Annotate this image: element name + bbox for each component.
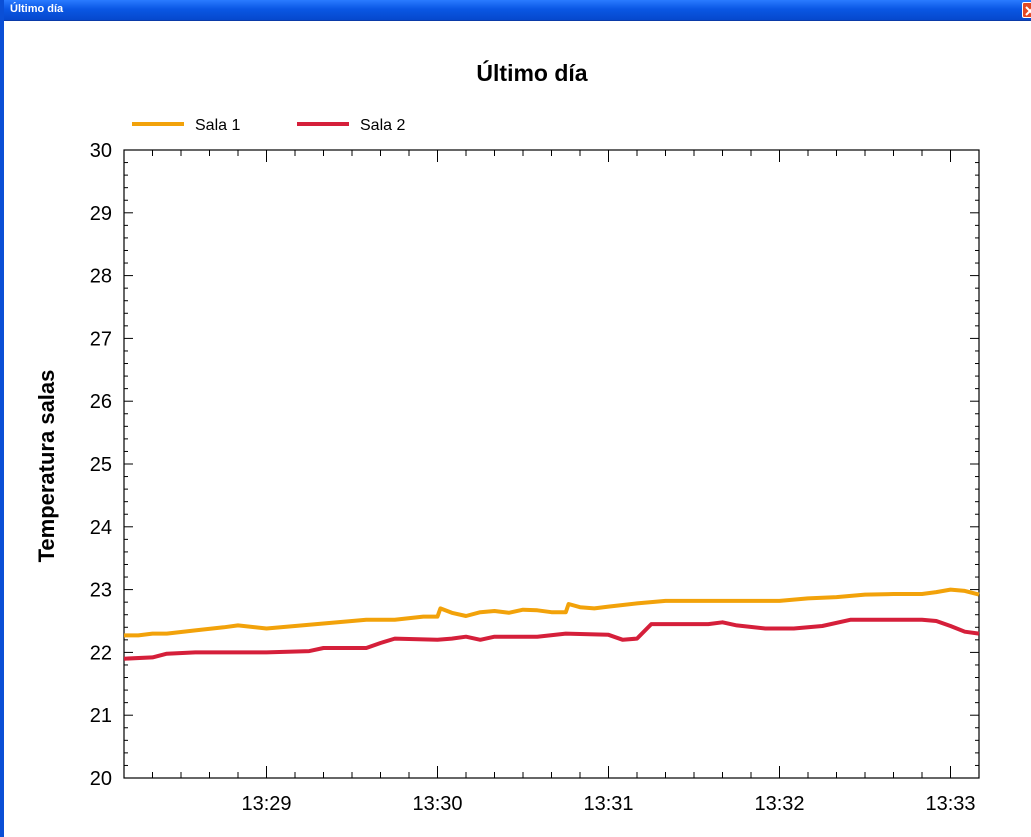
x-tick-label: 13:31 xyxy=(583,793,633,815)
y-tick-label: 21 xyxy=(90,705,112,727)
y-tick-label: 20 xyxy=(90,768,112,790)
legend-label: Sala 1 xyxy=(195,117,240,134)
y-tick-label: 24 xyxy=(90,517,112,539)
x-tick-label: 13:29 xyxy=(241,793,291,815)
chart-title: Último día xyxy=(476,59,587,86)
plot-frame xyxy=(123,149,980,779)
y-tick-label: 29 xyxy=(90,203,112,225)
y-tick-label: 23 xyxy=(90,580,112,602)
x-tick-label: 13:33 xyxy=(925,793,975,815)
y-axis: 20 21 22 23 24 25 26 27 28 29 30 xyxy=(90,140,979,790)
x-tick-label: 13:32 xyxy=(754,793,804,815)
y-tick-label: 22 xyxy=(90,642,112,664)
temperature-chart: Último día Sala 1 Sala 2 Temperatura sala… xyxy=(34,59,980,815)
y-tick-label: 30 xyxy=(90,140,112,162)
x-tick-label: 13:30 xyxy=(412,793,462,815)
legend-label: Sala 2 xyxy=(360,117,405,134)
close-icon xyxy=(1025,6,1031,16)
y-tick-label: 26 xyxy=(90,391,112,413)
window-titlebar[interactable]: Último día xyxy=(4,0,1031,21)
series-line-1 xyxy=(124,587,980,638)
series-lines xyxy=(123,587,980,661)
x-axis: 13:29 13:30 13:31 13:32 13:33 xyxy=(123,150,980,815)
plot-area xyxy=(123,149,980,779)
chart-legend: Sala 1 Sala 2 xyxy=(132,117,405,134)
close-button[interactable] xyxy=(1022,2,1031,18)
y-tick-label: 25 xyxy=(90,454,112,476)
y-axis-title: Temperatura salas xyxy=(34,370,59,563)
window-title: Último día xyxy=(10,3,64,15)
y-tick-label: 28 xyxy=(90,266,112,288)
y-tick-label: 27 xyxy=(90,328,112,350)
series-line-2 xyxy=(123,617,980,661)
